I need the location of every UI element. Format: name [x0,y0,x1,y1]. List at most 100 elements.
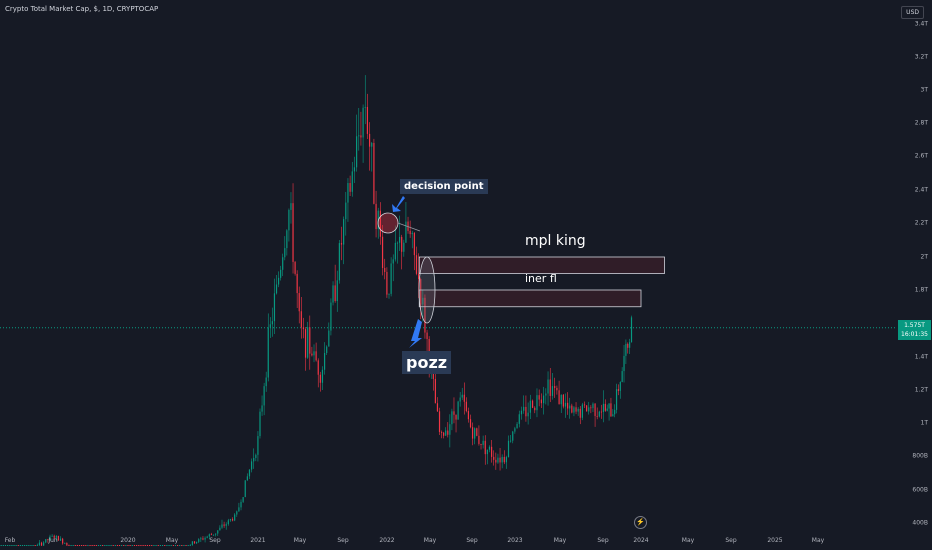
pozz-ellipse[interactable] [418,256,436,324]
candle-body [623,355,625,372]
candle-body [259,411,261,437]
candle-body [242,497,244,502]
candle-body [573,407,575,413]
price-axis[interactable]: 3.4T 3.2T 3T 2.8T 2.6T 2.4T 2.2T 2T 1.8T 1.4T 1.2T… [896,0,932,550]
candle-body [265,377,267,387]
x-tick-label: Sep [209,537,221,544]
candle-body [358,135,360,137]
candle-body [181,545,183,546]
candle-body [459,397,461,402]
decision-point-circle[interactable] [377,212,399,234]
candle-body [525,406,527,417]
lightning-icon[interactable]: ⚡ [634,516,647,529]
candle-body [68,545,70,546]
candle-body [343,219,345,245]
candle-body [615,389,618,410]
candle-body [127,545,129,546]
candle-body [403,242,405,252]
candle-body [627,343,629,348]
candle-body [95,545,97,546]
candle-body [49,536,51,540]
candle-body [136,545,138,546]
candle-body [47,539,49,540]
candle-body [24,545,26,546]
candle-body [371,142,373,147]
candle-body [108,545,110,546]
candle-body [588,407,590,412]
candle-body [57,535,60,541]
candle-body [83,545,85,546]
candle-body [307,327,309,358]
connector-line[interactable] [397,222,421,232]
last-price-value: 1.575T [904,322,925,329]
candle-body [538,395,540,400]
candle-body [534,407,536,411]
candle-body [300,311,302,328]
candle-body [9,545,11,546]
candle-body [26,545,28,546]
candle-body [296,273,298,294]
candle-body [463,394,465,402]
candle-body [15,545,17,546]
candle-body [21,545,24,546]
candle-body [474,428,476,439]
candle-body [386,271,388,295]
x-tick-label: 2023 [507,537,523,544]
candle-body [614,409,616,415]
pozz-label: pozz [402,351,452,374]
candle-body [569,405,571,409]
candle-body [17,545,19,546]
iner-fl-zone[interactable] [418,289,642,308]
candle-body [55,535,57,538]
candle-body [600,411,603,413]
candle-body [40,542,43,546]
candle-body [326,346,328,353]
candle-body [536,395,538,411]
candle-body [110,545,112,546]
arrow-up-icon[interactable] [409,319,422,348]
candle-body [438,411,441,432]
candle-body [523,406,525,411]
candle-body [231,519,234,521]
candle-body [51,535,53,537]
candle-body [257,436,259,455]
candle-body [62,538,64,544]
candle-body [155,545,157,546]
candle-body [74,545,76,546]
candlestick-series [0,75,633,546]
candle-body [246,476,248,481]
x-tick-label: 2025 [767,537,783,544]
currency-selector[interactable]: USD [901,6,924,19]
x-tick-label: Sep [725,537,737,544]
candle-body [7,545,9,546]
candle-body [102,545,104,546]
arrow-down-icon[interactable] [392,196,405,212]
candle-body [495,459,497,463]
candle-body [328,330,330,347]
x-tick-label: Sep [337,537,349,544]
candle-body [415,255,418,274]
candle-body [545,393,547,396]
zones [418,256,665,308]
candle-body [543,395,545,404]
candle-body [323,352,326,370]
candle-body [581,404,583,418]
decision-point-label: decision point [400,179,488,194]
x-tick-label: Jun [48,537,58,544]
candle-body [275,284,278,294]
mpl-king-zone[interactable] [418,256,665,274]
x-tick-label: May [553,537,567,544]
candle-body [133,545,136,546]
candle-body [168,545,170,546]
candle-body [577,408,579,412]
candle-body [315,351,317,361]
candle-body [28,545,30,546]
candle-body [451,411,453,425]
candle-body [336,280,338,302]
candle-body [347,183,349,203]
candle-body [445,430,447,436]
candle-body [11,545,13,546]
candle-body [394,242,396,260]
iner-fl-label: iner fl [525,272,557,285]
